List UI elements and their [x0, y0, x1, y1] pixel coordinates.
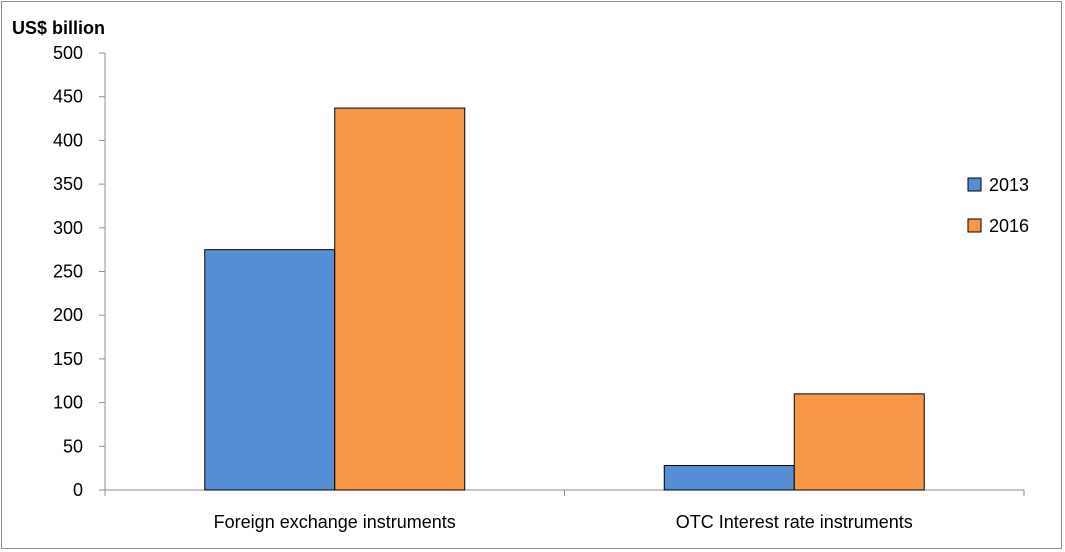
y-tick-label: 500 [53, 43, 83, 63]
y-tick-label: 0 [73, 480, 83, 500]
bar-2016-foreign-exchange [334, 107, 466, 491]
legend-label-2013: 2013 [989, 175, 1029, 195]
y-tick-label: 150 [53, 349, 83, 369]
x-category-label: OTC Interest rate instruments [676, 512, 913, 532]
legend-swatch-2016 [967, 218, 982, 233]
legend-swatch-2013 [967, 177, 982, 192]
y-tick-label: 300 [53, 218, 83, 238]
bar-2016-otc-interest-rate [793, 393, 925, 491]
bars [204, 107, 925, 491]
y-axis: 0 50 100 150 200 250 300 350 400 450 500 [53, 43, 106, 500]
bar-2013-otc-interest-rate [663, 465, 795, 491]
bar-2013-foreign-exchange [204, 249, 336, 491]
x-category-label: Foreign exchange instruments [214, 512, 456, 532]
y-tick-label: 50 [63, 436, 83, 456]
y-tick-label: 450 [53, 87, 83, 107]
y-tick-label: 250 [53, 262, 83, 282]
y-tick-label: 100 [53, 393, 83, 413]
legend-label-2016: 2016 [989, 216, 1029, 236]
x-axis: Foreign exchange instruments OTC Interest… [104, 489, 1025, 532]
unit-label: US$ billion [12, 18, 105, 38]
y-tick-label: 400 [53, 130, 83, 150]
legend: 2013 2016 [967, 175, 1029, 236]
y-tick-label: 350 [53, 174, 83, 194]
y-tick-label: 200 [53, 305, 83, 325]
